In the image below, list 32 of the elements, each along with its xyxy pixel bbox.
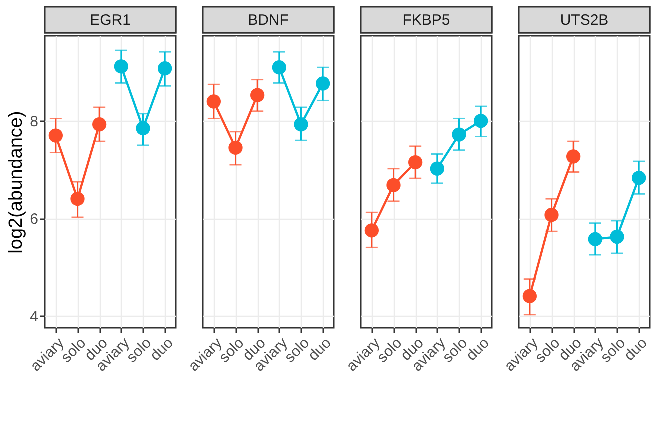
point bbox=[92, 118, 107, 132]
point bbox=[430, 162, 444, 176]
y-axis-title: log2(abundance) bbox=[6, 111, 28, 254]
point bbox=[206, 94, 221, 109]
point bbox=[136, 121, 150, 136]
point bbox=[70, 192, 85, 206]
point bbox=[522, 289, 537, 304]
point bbox=[158, 62, 172, 76]
point bbox=[114, 60, 128, 74]
point bbox=[228, 140, 243, 155]
chart-title: FKBP5 bbox=[402, 12, 450, 29]
y-tick-label: 4 bbox=[30, 308, 38, 326]
point bbox=[272, 60, 286, 75]
point bbox=[610, 230, 624, 244]
point bbox=[386, 178, 401, 192]
y-tick-label: 6 bbox=[30, 211, 38, 228]
point bbox=[588, 232, 602, 246]
point bbox=[250, 88, 265, 102]
y-tick-label: 8 bbox=[30, 114, 38, 131]
point bbox=[544, 208, 559, 222]
point bbox=[316, 76, 330, 91]
point bbox=[566, 150, 581, 164]
point bbox=[48, 128, 63, 143]
point bbox=[474, 114, 488, 128]
point bbox=[364, 224, 379, 238]
point bbox=[408, 155, 423, 170]
chart-title: EGR1 bbox=[90, 12, 131, 29]
chart-title: UTS2B bbox=[560, 12, 609, 29]
point bbox=[452, 128, 466, 142]
point bbox=[632, 171, 646, 186]
chart-title: BDNF bbox=[248, 12, 289, 29]
point bbox=[294, 118, 308, 132]
